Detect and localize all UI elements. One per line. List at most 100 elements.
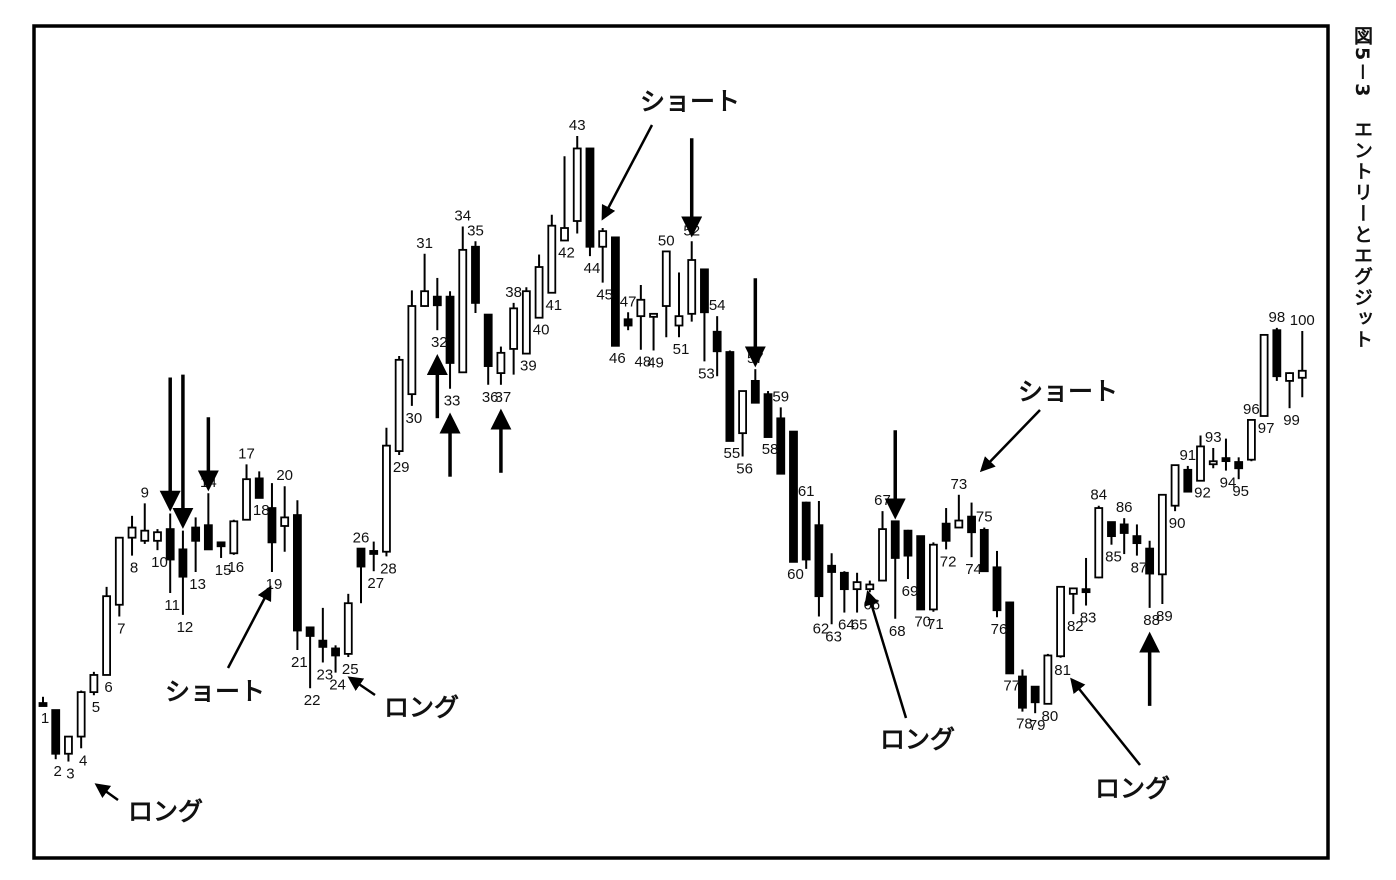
candle-body-up xyxy=(560,227,569,242)
bar-number-label: 38 xyxy=(505,284,522,301)
candle-body-up xyxy=(229,520,239,555)
bar-number-label: 11 xyxy=(164,597,180,614)
candle-body-down xyxy=(203,524,213,551)
annotation-label: ショート xyxy=(165,677,265,706)
annotation-arrow xyxy=(347,676,376,697)
bar-number-label: 47 xyxy=(620,293,637,310)
bar-number-label: 93 xyxy=(1205,429,1222,446)
bar-number-label: 26 xyxy=(353,530,370,547)
bar-number-label: 91 xyxy=(1179,447,1196,464)
bar-number-label: 9 xyxy=(141,484,149,501)
candle-body-down xyxy=(789,430,798,563)
bar-number-label: 25 xyxy=(342,661,359,678)
bar-number-label: 61 xyxy=(798,483,815,500)
bar-number-label: 36 xyxy=(482,389,499,406)
bar-number-label: 78 xyxy=(1016,716,1033,733)
candle-layer xyxy=(38,135,1307,762)
candle-body-up xyxy=(153,531,162,542)
bar-number-label: 83 xyxy=(1080,610,1097,627)
candle-body-up xyxy=(420,290,430,307)
candle-body-up xyxy=(1196,445,1205,482)
bar-number-label: 41 xyxy=(545,297,562,314)
bar-number-label: 28 xyxy=(380,560,397,577)
candle-body-down xyxy=(369,550,379,555)
bar-number-label: 90 xyxy=(1169,515,1186,532)
bar-number-label: 77 xyxy=(1003,677,1020,694)
candle-body-up xyxy=(64,735,73,755)
candle-body-up xyxy=(1285,372,1294,382)
candle-body-up xyxy=(852,581,862,591)
candle-body-down xyxy=(585,147,595,248)
candle-body-up xyxy=(1157,493,1167,576)
candle-body-down xyxy=(801,501,811,561)
bar-number-label: 4 xyxy=(79,752,87,769)
bar-number-layer: 1234567891011121314151617181920212223242… xyxy=(41,117,1315,783)
candle-body-up xyxy=(954,519,964,529)
bar-number-label: 13 xyxy=(189,576,206,593)
candle-body-down xyxy=(1272,329,1282,378)
candle-body-up xyxy=(140,529,150,542)
candle-body-down xyxy=(331,647,340,657)
candle-body-down xyxy=(483,313,493,367)
candle-body-down xyxy=(814,524,824,598)
bar-number-label: 18 xyxy=(253,502,270,519)
candle-body-up xyxy=(738,390,747,435)
bar-number-label: 12 xyxy=(177,619,194,636)
candle-body-down xyxy=(941,522,951,542)
bar-number-label: 39 xyxy=(520,358,537,375)
bar-number-label: 29 xyxy=(393,459,410,476)
candle-body-down xyxy=(623,318,633,327)
bar-number-label: 100 xyxy=(1290,312,1315,329)
candle-body-down xyxy=(916,535,926,611)
candle-body-down xyxy=(827,564,837,573)
candle-body-down xyxy=(1221,457,1231,463)
candle-body-down xyxy=(216,541,226,548)
bar-number-label: 87 xyxy=(1131,560,1148,577)
candle-body-up xyxy=(572,147,582,222)
candle-body-up xyxy=(89,674,99,694)
annotation-arrow xyxy=(864,590,908,719)
candle-body-down xyxy=(1030,685,1040,704)
candle-body-down xyxy=(750,379,760,404)
bar-number-label: 34 xyxy=(454,207,471,224)
bar-number-label: 67 xyxy=(874,492,891,509)
annotation-label: ショート xyxy=(640,87,740,116)
annotation-label: ショート xyxy=(1018,377,1118,406)
candle-body-up xyxy=(1056,585,1065,658)
bar-number-label: 55 xyxy=(724,445,741,462)
annotation-arrow xyxy=(601,124,654,221)
candle-body-down xyxy=(903,529,913,557)
candle-body-down xyxy=(1234,461,1244,470)
candle-body-down xyxy=(1005,601,1015,675)
bar-number-label: 63 xyxy=(825,628,842,645)
bar-number-label: 33 xyxy=(444,393,461,410)
candle-body-up xyxy=(280,516,290,527)
bar-number-label: 23 xyxy=(316,666,333,683)
candle-body-down xyxy=(254,477,264,499)
candle-body-down xyxy=(776,417,786,475)
candle-body-up xyxy=(407,305,417,396)
bar-number-label: 49 xyxy=(647,354,664,371)
candle-body-down xyxy=(38,702,48,707)
bar-number-label: 76 xyxy=(991,621,1008,638)
candle-body-up xyxy=(394,358,404,452)
figure-title: 図5－3 エントリーとエグジット xyxy=(1351,26,1373,351)
candle-body-down xyxy=(292,514,302,632)
bar-number-label: 74 xyxy=(965,561,982,578)
candle-body-down xyxy=(51,709,61,755)
bar-number-label: 40 xyxy=(533,322,550,339)
bar-number-label: 42 xyxy=(558,245,575,262)
candle-body-up xyxy=(1297,369,1307,379)
annotation-label: ロング xyxy=(1095,774,1170,803)
bar-number-label: 50 xyxy=(658,232,675,249)
bar-number-label: 54 xyxy=(709,297,726,314)
bar-number-label: 71 xyxy=(927,616,944,633)
candle-body-up xyxy=(598,230,608,248)
annotation-label: ロング xyxy=(128,797,203,826)
bar-number-label: 84 xyxy=(1090,487,1107,504)
candle-body-down xyxy=(356,547,366,568)
bar-number-label: 80 xyxy=(1042,708,1059,725)
bar-number-label: 45 xyxy=(596,287,613,304)
bar-number-label: 72 xyxy=(940,553,957,570)
